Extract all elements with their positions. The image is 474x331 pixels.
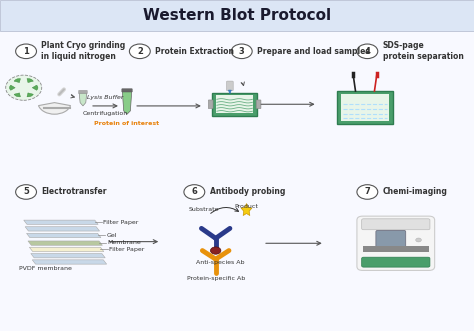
Text: 5: 5 [23,187,29,197]
Polygon shape [122,91,132,114]
Polygon shape [241,204,252,215]
FancyBboxPatch shape [362,219,430,230]
Text: Product: Product [235,204,258,209]
Text: Gel: Gel [106,233,117,238]
Circle shape [129,44,150,59]
Text: Protein-specific Ab: Protein-specific Ab [187,276,245,281]
Wedge shape [14,78,20,82]
Text: Protein of interest: Protein of interest [94,121,160,126]
Polygon shape [31,254,105,258]
Circle shape [357,185,378,199]
Text: 3: 3 [239,47,245,56]
FancyBboxPatch shape [341,94,389,121]
Text: Prepare and load samples: Prepare and load samples [257,47,370,56]
Text: Anti-species Ab: Anti-species Ab [196,260,245,265]
Circle shape [184,185,205,199]
Text: Filter Paper: Filter Paper [109,247,145,252]
Text: Centrifugation: Centrifugation [82,111,128,116]
Text: Protein Extraction: Protein Extraction [155,47,234,56]
FancyBboxPatch shape [256,100,261,109]
Text: Electrotransfer: Electrotransfer [41,187,107,197]
FancyBboxPatch shape [209,100,213,109]
FancyBboxPatch shape [79,90,87,94]
Wedge shape [32,85,38,90]
Text: SDS-page
protein separation: SDS-page protein separation [383,41,464,61]
Circle shape [357,44,378,59]
Circle shape [6,75,42,100]
Text: Antibody probing: Antibody probing [210,187,285,197]
Circle shape [16,185,36,199]
Circle shape [416,238,421,242]
Text: Lysis Buffer: Lysis Buffer [87,95,124,100]
Circle shape [16,44,36,59]
FancyBboxPatch shape [216,95,253,113]
Wedge shape [38,103,71,114]
Wedge shape [14,93,20,97]
Text: Plant Cryo grinding
in liquid nitrogen: Plant Cryo grinding in liquid nitrogen [41,41,126,61]
Text: PVDF membrane: PVDF membrane [18,266,72,271]
Polygon shape [28,241,102,245]
Text: Filter Paper: Filter Paper [103,219,139,225]
Text: Membrane: Membrane [108,240,141,246]
Polygon shape [32,260,107,264]
Circle shape [210,247,221,254]
Text: Substrate: Substrate [189,207,219,212]
Wedge shape [27,78,33,82]
FancyBboxPatch shape [376,230,406,248]
Text: 4: 4 [365,47,370,56]
FancyBboxPatch shape [227,81,233,91]
Polygon shape [228,90,231,93]
FancyBboxPatch shape [362,257,430,267]
Text: Chemi-imaging: Chemi-imaging [383,187,447,197]
FancyBboxPatch shape [363,246,429,252]
Polygon shape [29,247,104,252]
Wedge shape [27,93,33,97]
Text: Western Blot Protocol: Western Blot Protocol [143,8,331,24]
FancyBboxPatch shape [122,89,132,92]
Text: 7: 7 [365,187,370,197]
FancyBboxPatch shape [337,91,393,124]
FancyBboxPatch shape [212,93,257,116]
Circle shape [231,44,252,59]
Polygon shape [25,227,100,231]
Text: 6: 6 [191,187,197,197]
FancyBboxPatch shape [0,0,474,31]
Wedge shape [9,85,15,90]
Polygon shape [24,220,98,224]
Text: 1: 1 [23,47,29,56]
Polygon shape [27,233,101,238]
Polygon shape [79,93,87,106]
Text: 2: 2 [137,47,143,56]
FancyBboxPatch shape [357,216,435,270]
